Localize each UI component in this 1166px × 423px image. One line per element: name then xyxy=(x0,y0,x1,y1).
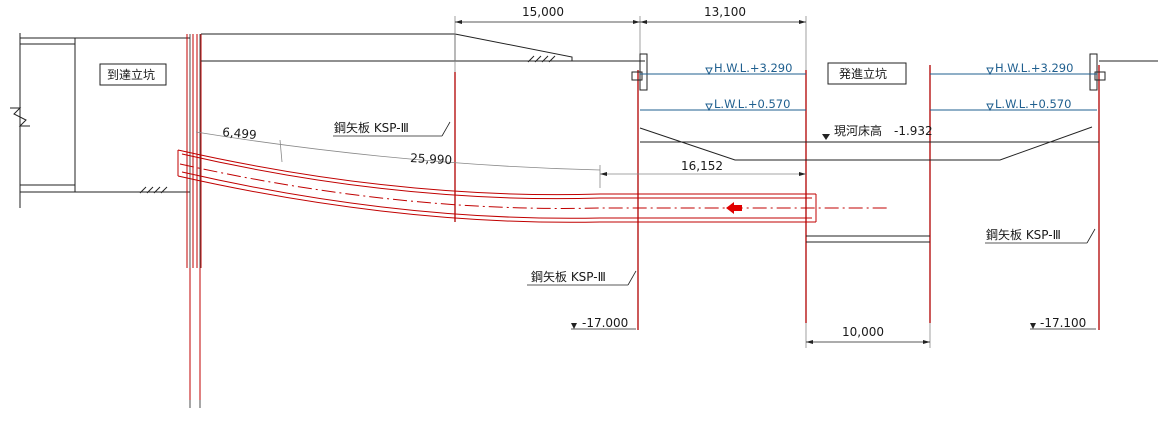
hwl-label-1: H.W.L.+3.290 xyxy=(714,61,792,75)
top-dimensions: 15,000 13,100 xyxy=(454,5,807,72)
ground-hatch-mid xyxy=(527,55,556,63)
levee-caps xyxy=(631,53,1106,91)
lwl-label-2: L.W.L.+0.570 xyxy=(995,97,1071,111)
water-levels: H.W.L.+3.290 L.W.L.+0.570 H.W.L.+3.290 L… xyxy=(640,61,1097,112)
sheet-pile-labels: 鋼矢板 KSP-Ⅲ 鋼矢板 KSP-Ⅲ 鋼矢板 KSP-Ⅲ xyxy=(333,121,1096,286)
launch-shaft-label: 発進立坑 xyxy=(839,66,887,81)
sheet-piles xyxy=(454,65,1100,330)
sheet-pile-label-2: 鋼矢板 KSP-Ⅲ xyxy=(531,270,606,284)
riverbed-label: 現河床高 -1.932 xyxy=(834,123,933,138)
dim-6499: 6,499 xyxy=(222,125,257,142)
dim-15000: 15,000 xyxy=(522,5,564,19)
bottom-elevations: -17.000 -17.100 xyxy=(571,316,1096,330)
bottom-dimension: 10,000 xyxy=(805,323,931,348)
dim-10000: 10,000 xyxy=(842,325,884,339)
sheet-pile-label-1: 鋼矢板 KSP-Ⅲ xyxy=(334,121,409,135)
arc-dimensions: 6,499 25,990 16,152 xyxy=(195,125,806,188)
dim-13100: 13,100 xyxy=(704,5,746,19)
riverbed-profile: 現河床高 -1.932 xyxy=(639,123,1099,161)
launch-shaft-label-group: 発進立坑 xyxy=(827,62,907,85)
hwl-label-2: H.W.L.+3.290 xyxy=(995,61,1073,75)
dim-16152: 16,152 xyxy=(681,159,723,173)
sheet-pile-label-3: 鋼矢板 KSP-Ⅲ xyxy=(986,228,1061,242)
pipe-route xyxy=(177,149,890,223)
ground-surface xyxy=(201,33,1158,63)
dim-25990: 25,990 xyxy=(410,151,453,167)
left-structure xyxy=(10,33,190,208)
elev-left: -17.000 xyxy=(582,316,628,330)
arrival-shaft-label-group: 到達立坑 xyxy=(99,63,167,86)
slab-under-river xyxy=(806,235,930,243)
ground-hatch-left xyxy=(139,186,168,194)
lwl-label-1: L.W.L.+0.570 xyxy=(714,97,790,111)
arrival-shaft-wall xyxy=(186,34,202,408)
elev-right: -17.100 xyxy=(1040,316,1086,330)
arrival-shaft-label: 到達立坑 xyxy=(107,67,155,82)
thrust-direction-arrow xyxy=(726,202,742,214)
